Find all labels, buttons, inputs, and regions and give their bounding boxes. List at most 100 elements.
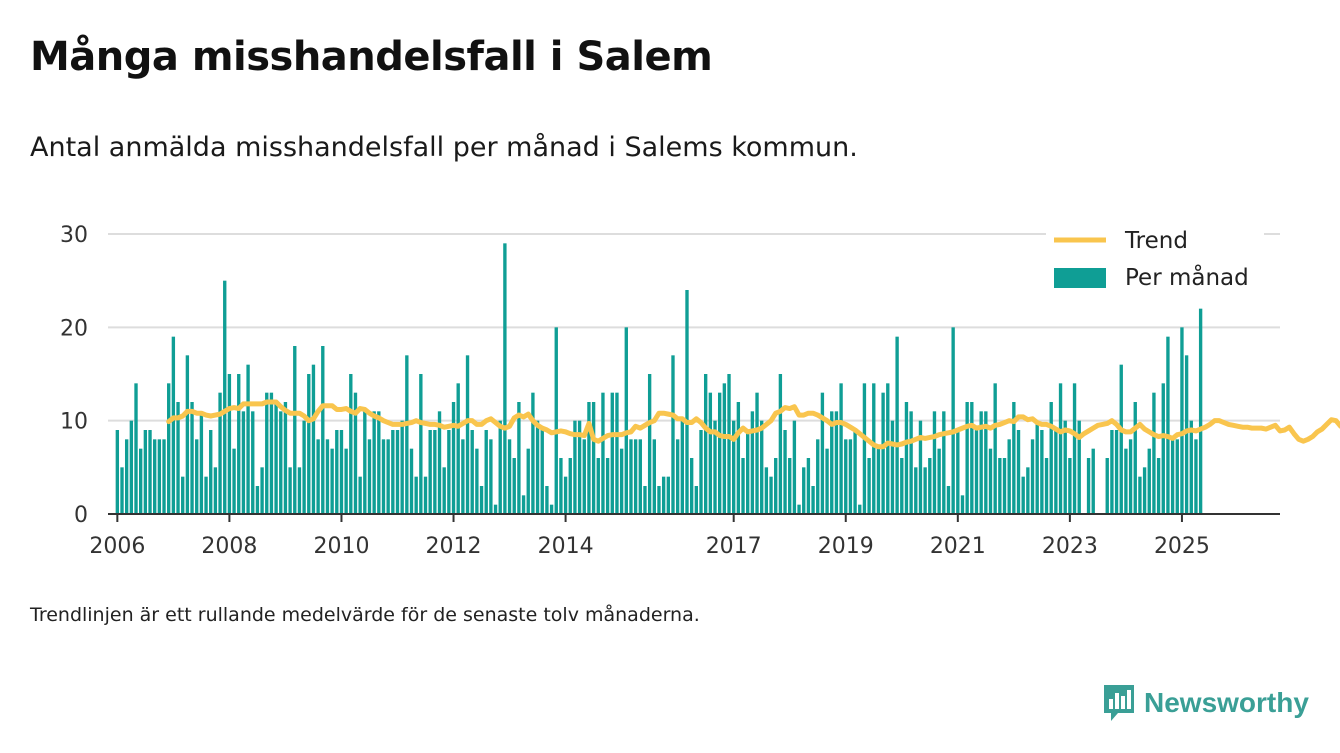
bar <box>601 392 605 514</box>
bar <box>325 439 330 514</box>
bar <box>694 486 699 514</box>
bar <box>255 486 260 514</box>
y-tick-label: 10 <box>60 410 88 435</box>
x-tick-label: 2008 <box>201 534 257 559</box>
bar <box>423 476 428 514</box>
bar <box>792 420 797 514</box>
bar <box>895 336 899 514</box>
bar <box>769 476 773 514</box>
bar <box>671 355 675 514</box>
bar <box>1063 420 1067 514</box>
bar <box>279 411 283 514</box>
bar <box>157 439 162 514</box>
bar <box>974 430 979 514</box>
bar <box>802 467 806 514</box>
bar <box>797 504 801 514</box>
bar <box>139 448 143 514</box>
bar <box>363 411 367 514</box>
bar <box>1114 430 1119 514</box>
bar <box>190 402 194 514</box>
legend: Trend Per månad <box>1046 222 1264 304</box>
bar-series <box>115 243 1203 515</box>
bar <box>624 327 628 514</box>
bar <box>918 420 923 514</box>
x-tick-label: 2006 <box>89 534 145 559</box>
bar <box>652 439 656 514</box>
bar <box>526 448 530 514</box>
bar <box>923 467 927 514</box>
bar <box>283 402 288 514</box>
bar <box>195 439 199 514</box>
x-tick-label: 2017 <box>706 534 762 559</box>
bar <box>1133 402 1137 514</box>
bar <box>521 495 526 514</box>
bar <box>400 420 404 514</box>
bar <box>619 448 624 514</box>
x-tick-label: 2010 <box>313 534 369 559</box>
legend-bar-swatch <box>1054 268 1106 288</box>
bar <box>853 430 857 514</box>
bar <box>213 467 218 514</box>
bar <box>433 430 437 514</box>
bar <box>181 476 185 514</box>
bar <box>465 355 470 514</box>
bar <box>395 430 400 514</box>
bar <box>288 467 292 514</box>
bar <box>1049 402 1053 514</box>
bar <box>666 476 670 514</box>
bar <box>143 430 148 514</box>
bar <box>1035 420 1039 514</box>
bar <box>386 439 390 514</box>
chart-area: 0 10 20 30 2006 2008 2010 2012 2014 2017 2019 2021 2… <box>0 200 1340 570</box>
bar <box>129 420 134 514</box>
bar <box>820 392 825 514</box>
bar <box>970 402 974 514</box>
bar <box>535 420 540 514</box>
bar <box>358 476 362 514</box>
bar <box>1086 458 1091 514</box>
bar <box>643 486 647 514</box>
bar <box>1021 476 1025 514</box>
bar <box>633 439 638 514</box>
bar <box>498 420 502 514</box>
bar <box>834 411 839 514</box>
bar <box>1180 327 1184 514</box>
bar <box>447 430 451 514</box>
trend-series <box>166 399 1340 450</box>
x-tick-label: 2023 <box>1042 534 1098 559</box>
bar <box>1030 439 1035 514</box>
bar <box>1147 448 1151 514</box>
bar <box>339 430 344 514</box>
bar <box>302 420 306 514</box>
bar <box>265 392 269 514</box>
bar <box>1110 430 1114 514</box>
bar <box>134 383 138 514</box>
x-tick-label: 2014 <box>538 534 594 559</box>
x-tick-label: 2012 <box>426 534 482 559</box>
brand-logo: Newsworthy <box>1102 682 1309 724</box>
bar <box>778 374 783 514</box>
bar <box>1012 402 1016 514</box>
bar <box>377 411 381 514</box>
bar <box>185 355 190 514</box>
bar <box>596 458 600 514</box>
bar <box>956 430 960 514</box>
bar <box>269 392 274 514</box>
bar <box>568 458 572 514</box>
bar <box>979 411 983 514</box>
bar <box>951 327 955 514</box>
bar <box>605 458 610 514</box>
bar <box>456 383 460 514</box>
bar <box>1105 458 1109 514</box>
bar <box>1198 308 1203 514</box>
bar <box>830 411 834 514</box>
newsworthy-logo-icon <box>1104 685 1134 721</box>
bar <box>246 364 250 514</box>
brand-name: Newsworthy <box>1144 687 1309 718</box>
bar <box>811 486 815 514</box>
bar <box>867 458 871 514</box>
bar <box>573 420 577 514</box>
bar <box>1166 336 1170 514</box>
bar <box>489 439 493 514</box>
bar <box>587 402 591 514</box>
